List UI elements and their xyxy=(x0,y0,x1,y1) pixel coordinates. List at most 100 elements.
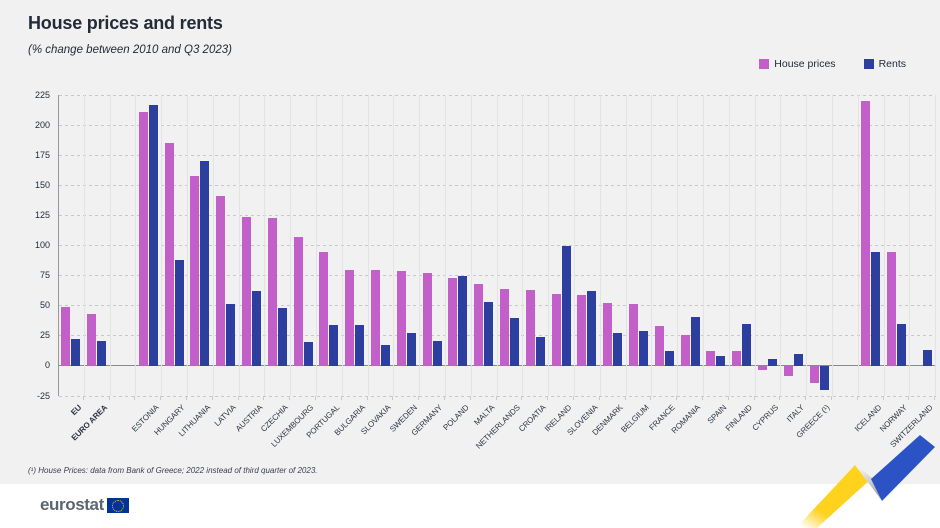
x-label-slot: EU xyxy=(58,400,84,482)
bar-rents xyxy=(380,345,390,366)
bar-house_prices xyxy=(577,294,587,366)
legend-label-house-prices: House prices xyxy=(774,58,836,70)
x-tick-label: FINLAND xyxy=(723,403,754,434)
x-tick xyxy=(522,396,549,400)
bar-house_prices xyxy=(396,270,406,366)
bar-rents xyxy=(432,340,442,366)
x-label-slot: FINLAND xyxy=(724,400,755,482)
bar-group xyxy=(575,95,601,396)
bar-rents xyxy=(793,353,803,366)
y-tick-label: 0 xyxy=(44,360,50,371)
y-tick-label: 50 xyxy=(39,300,50,311)
ribbon-yellow-stripe xyxy=(796,465,872,528)
bar-house_prices xyxy=(603,303,613,366)
x-label-slot: CROATIA xyxy=(517,400,548,482)
x-tick xyxy=(135,396,162,400)
bar-rents xyxy=(277,308,287,366)
bar-group xyxy=(265,95,292,396)
bar-rents xyxy=(458,275,468,366)
bar-group xyxy=(549,95,575,396)
x-tick xyxy=(858,396,884,400)
x-tick xyxy=(832,396,858,400)
bar-group xyxy=(394,95,421,396)
x-label-slot: LUXEMBOURG xyxy=(270,400,316,482)
eurostat-logo: eurostat xyxy=(40,495,129,515)
gap-slot xyxy=(111,95,137,396)
bar-house_prices xyxy=(861,101,871,366)
y-tick-label: 125 xyxy=(34,209,50,220)
plot-area xyxy=(58,94,937,397)
bar-group xyxy=(652,95,679,396)
bar-rents xyxy=(922,350,932,366)
legend-label-rents: Rents xyxy=(878,58,906,70)
bar-group xyxy=(85,95,111,396)
x-label-slot: LITHUANIA xyxy=(177,400,213,482)
x-axis-labels: EU EURO AREA ESTONIA HUNGARY LITHUANIA LATVIA… xyxy=(58,400,935,482)
y-tick-label: 225 xyxy=(34,89,50,100)
x-tick xyxy=(58,396,84,400)
bar-rents xyxy=(638,330,648,366)
bar-group xyxy=(214,95,240,396)
x-tick-label: EU xyxy=(69,403,84,418)
bar-group xyxy=(240,95,266,396)
x-label-slot: AUSTRIA xyxy=(233,400,265,482)
ribbon-blue-stripe xyxy=(871,435,935,501)
x-label-slot: FRANCE xyxy=(647,400,677,482)
y-tick-label: 25 xyxy=(39,330,50,341)
x-label-slot: NETHERLANDS xyxy=(474,400,523,482)
x-tick xyxy=(703,396,729,400)
y-tick-label: 200 xyxy=(34,119,50,130)
bar-house_prices xyxy=(628,304,638,366)
x-label-slot: SLOVENIA xyxy=(565,400,600,482)
bar-rents xyxy=(561,245,571,366)
bar-group xyxy=(317,95,343,396)
bar-group xyxy=(523,95,550,396)
house-prices-swatch-icon xyxy=(759,59,770,69)
bar-rents xyxy=(587,291,597,366)
bar-house_prices xyxy=(87,314,97,366)
bar-rents xyxy=(742,323,752,366)
bar-rents xyxy=(251,291,261,366)
legend: House prices Rents xyxy=(759,58,906,70)
x-label-slot: SWEDEN xyxy=(388,400,419,482)
bar-rents xyxy=(200,161,210,366)
x-tick-label: LATVIA xyxy=(213,403,239,429)
x-label-slot: IRELAND xyxy=(543,400,574,482)
x-label-slot: POLAND xyxy=(441,400,471,482)
bar-rents xyxy=(484,302,494,366)
x-tick xyxy=(393,396,420,400)
bar-group xyxy=(807,95,833,396)
bar-group xyxy=(910,95,937,396)
bar-group xyxy=(601,95,627,396)
eu-flag-stars xyxy=(111,499,124,512)
x-axis-ticks xyxy=(58,396,936,400)
bar-house_prices xyxy=(783,365,793,376)
x-tick-label: ITALY xyxy=(784,403,806,424)
bar-group xyxy=(859,95,885,396)
x-tick xyxy=(110,396,136,400)
bar-house_prices xyxy=(370,269,380,366)
ribbon-decoration xyxy=(796,435,935,528)
bar-group xyxy=(498,95,524,396)
bar-house_prices xyxy=(319,251,329,366)
bar-group xyxy=(730,95,756,396)
x-label-slot: PORTUGAL xyxy=(304,400,342,482)
bar-groups xyxy=(59,95,937,396)
x-tick xyxy=(161,396,187,400)
x-tick xyxy=(213,396,239,400)
x-tick xyxy=(84,396,110,400)
bar-house_prices xyxy=(809,365,819,383)
x-label-slot: LATVIA xyxy=(213,400,239,482)
x-tick xyxy=(600,396,626,400)
bar-rents xyxy=(71,339,81,366)
bar-house_prices xyxy=(138,111,148,366)
x-label-slot: EURO AREA xyxy=(70,400,110,482)
bar-rents xyxy=(406,333,416,366)
eu-flag-icon xyxy=(106,497,129,513)
x-label-slot: SPAIN xyxy=(703,400,729,482)
bar-house_prices xyxy=(61,306,71,366)
x-tick xyxy=(884,396,910,400)
x-tick xyxy=(316,396,342,400)
bar-group xyxy=(472,95,498,396)
